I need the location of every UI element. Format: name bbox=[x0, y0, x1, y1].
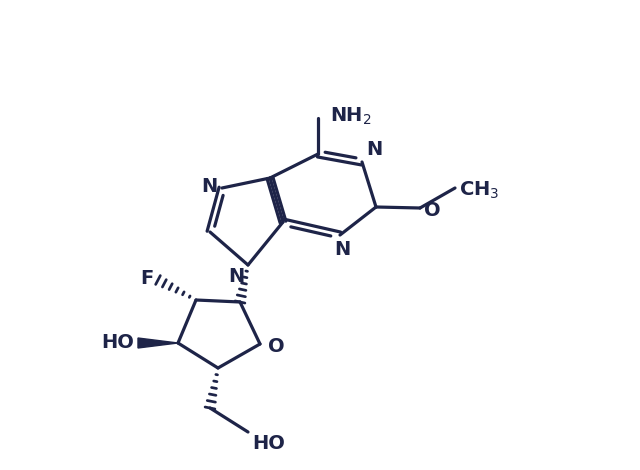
Polygon shape bbox=[138, 338, 178, 348]
Text: N: N bbox=[366, 140, 382, 159]
Text: O: O bbox=[268, 337, 285, 355]
Text: NH$_2$: NH$_2$ bbox=[330, 105, 372, 126]
Text: HO: HO bbox=[101, 334, 134, 352]
Text: N: N bbox=[201, 178, 217, 196]
Text: CH$_3$: CH$_3$ bbox=[459, 180, 499, 201]
Text: O: O bbox=[424, 201, 440, 219]
Text: HO: HO bbox=[252, 434, 285, 453]
Text: N: N bbox=[228, 267, 244, 286]
Text: N: N bbox=[334, 240, 350, 259]
Text: F: F bbox=[140, 268, 153, 288]
